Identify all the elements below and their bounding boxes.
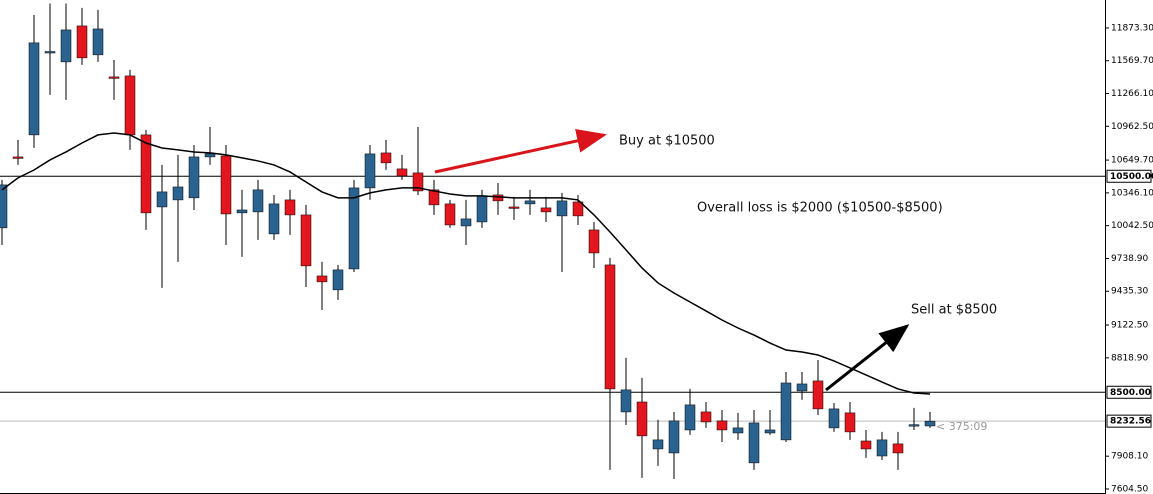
candle-body xyxy=(604,264,616,390)
candle-body xyxy=(60,29,72,63)
candle-body xyxy=(92,28,104,56)
y-tick-label: 10962.50 xyxy=(1111,122,1153,132)
y-tick-label: 9738.90 xyxy=(1111,254,1148,264)
candle-body xyxy=(924,420,936,427)
candle-body xyxy=(236,209,248,214)
candle-body xyxy=(204,153,216,158)
candle-body xyxy=(780,382,792,441)
candle-body xyxy=(876,439,888,457)
countdown: < 375:09 xyxy=(936,420,987,433)
y-tick-label: 9435.30 xyxy=(1111,287,1148,297)
candle-body xyxy=(220,155,232,215)
candle-body xyxy=(412,172,424,192)
candle-body xyxy=(684,404,696,431)
level-label: 8500.00 xyxy=(1110,388,1151,398)
candle-body xyxy=(588,229,600,254)
candle-body xyxy=(396,168,408,177)
candle-body xyxy=(508,206,520,209)
candle-body xyxy=(444,203,456,226)
candle-body xyxy=(796,383,808,392)
y-tick-label: 11266.10 xyxy=(1111,89,1153,99)
candle-body xyxy=(188,156,200,199)
candle-body xyxy=(556,200,568,217)
candle-body xyxy=(364,153,376,189)
candle-body xyxy=(860,440,872,450)
candle-body xyxy=(44,51,56,54)
candle-body xyxy=(668,420,680,454)
sell-arrow xyxy=(825,324,910,392)
y-tick-label: 10649.70 xyxy=(1111,156,1153,166)
candle-body xyxy=(748,422,760,464)
candle-body xyxy=(716,420,728,431)
candle-body xyxy=(620,389,632,413)
candle-body xyxy=(828,408,840,429)
candle-body xyxy=(332,269,344,291)
candle-body xyxy=(140,134,152,214)
candle-body xyxy=(844,412,856,433)
y-tick-label: 10042.50 xyxy=(1111,221,1153,231)
candle-body xyxy=(732,427,744,434)
candle-body xyxy=(12,156,24,159)
candle-body xyxy=(908,424,920,427)
candle-body xyxy=(300,214,312,267)
loss-note: Overall loss is $2000 ($10500-$8500) xyxy=(697,201,943,216)
moving-average xyxy=(1,132,931,395)
candle-body xyxy=(572,201,584,217)
candle-body xyxy=(156,191,168,208)
candle-body xyxy=(812,380,824,410)
candle-body xyxy=(460,218,472,227)
candle-body xyxy=(476,195,488,223)
candle-body xyxy=(524,200,536,205)
y-tick-label: 10346.10 xyxy=(1111,188,1153,198)
buy-note: Buy at $10500 xyxy=(619,134,715,149)
candle-body xyxy=(76,25,88,59)
y-tick-label: 11873.30 xyxy=(1111,23,1153,33)
candle-body xyxy=(380,152,392,164)
candle-body xyxy=(284,199,296,216)
candle-body xyxy=(428,189,440,206)
candle-body xyxy=(316,275,328,283)
y-tick-label: 8818.90 xyxy=(1111,353,1148,363)
candle-body xyxy=(764,429,776,434)
sell-note: Sell at $8500 xyxy=(911,303,997,318)
candle-body xyxy=(124,75,136,136)
candle-body xyxy=(252,189,264,213)
y-tick-label: 7908.10 xyxy=(1111,452,1148,462)
candle-body xyxy=(348,187,360,270)
level-label: 10500.00 xyxy=(1110,172,1153,182)
candle-body xyxy=(172,186,184,201)
candle-body xyxy=(700,411,712,423)
candle-body xyxy=(540,207,552,213)
candle-body xyxy=(108,76,120,79)
candle-body xyxy=(652,439,664,450)
buy-arrow xyxy=(434,129,607,174)
candle-body xyxy=(268,203,280,235)
level-label-box xyxy=(1106,385,1152,399)
candle-body xyxy=(492,194,504,202)
candle-body xyxy=(0,184,8,229)
level-label-box xyxy=(1106,169,1152,183)
candle-body xyxy=(892,443,904,454)
current-price-label: 8232.56 xyxy=(1110,417,1151,427)
y-tick-label: 7604.50 xyxy=(1111,484,1148,494)
candle-body xyxy=(636,401,648,437)
current-price-box xyxy=(1106,414,1152,428)
y-tick-label: 9122.50 xyxy=(1111,321,1148,331)
y-tick-label: 11569.70 xyxy=(1111,56,1153,66)
candle-body xyxy=(28,42,40,136)
